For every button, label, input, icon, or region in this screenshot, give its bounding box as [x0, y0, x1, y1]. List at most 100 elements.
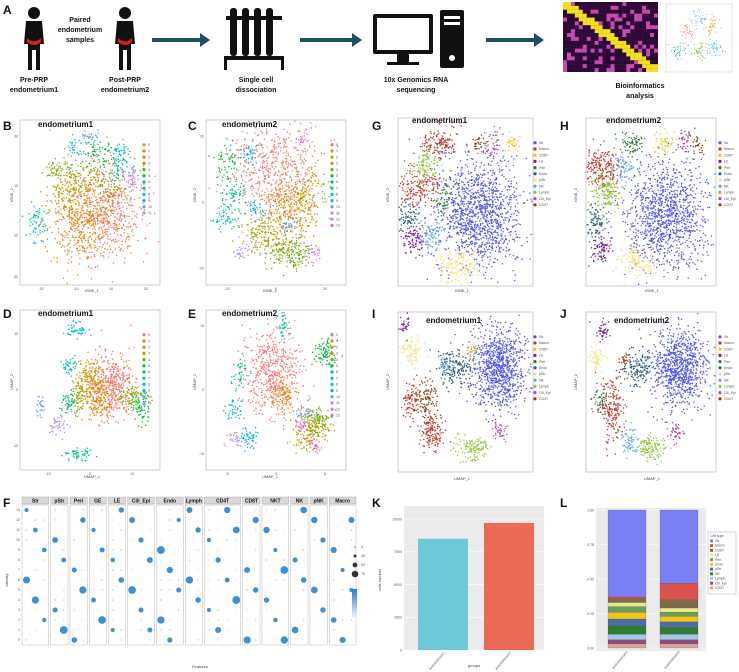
- cell-point: [116, 173, 119, 175]
- heatmap-cell: [594, 33, 599, 37]
- cell-point: [98, 173, 101, 175]
- cell-point: [253, 207, 256, 209]
- heatmap-cell: [614, 37, 619, 41]
- cell-point: [110, 399, 113, 402]
- cell-point: [254, 246, 257, 248]
- thumb-point: [685, 26, 687, 27]
- cell-point: [243, 160, 246, 162]
- cell-point: [241, 130, 244, 133]
- cell-point: [281, 233, 283, 235]
- cell-point: [95, 455, 98, 458]
- cell-point: [288, 197, 290, 199]
- cell-point: [294, 120, 296, 123]
- thumb-point: [684, 31, 686, 33]
- cell-point: [33, 213, 36, 216]
- heatmap-cell: [574, 48, 579, 53]
- cell-point: [304, 181, 307, 183]
- legend-swatch: [330, 211, 334, 215]
- cell-point: [79, 216, 81, 219]
- cell-point: [71, 398, 73, 400]
- cell-point: [304, 129, 307, 132]
- cell-point: [100, 180, 102, 183]
- cell-point: [44, 246, 47, 248]
- cell-point: [67, 361, 69, 364]
- cell-point: [55, 168, 57, 171]
- cell-point: [231, 159, 234, 162]
- cell-point: [267, 243, 269, 245]
- cell-point: [238, 149, 241, 152]
- cell-point: [233, 175, 235, 177]
- cell-point: [128, 403, 130, 405]
- cell-point: [314, 253, 316, 255]
- heatmap-cell: [574, 2, 579, 6]
- cell-point: [128, 239, 130, 241]
- cell-point: [220, 205, 222, 208]
- cell-point: [81, 133, 84, 135]
- cell-point: [145, 391, 148, 394]
- thumb-point: [712, 47, 714, 49]
- cell-point: [113, 232, 116, 234]
- cell-point: [130, 231, 133, 233]
- heatmap-cell: [634, 25, 639, 30]
- cell-point: [102, 195, 104, 197]
- heatmap-cell: [626, 37, 631, 41]
- cell-point: [318, 257, 321, 260]
- cell-point: [107, 142, 110, 144]
- cell-point: [127, 388, 130, 391]
- cell-point: [56, 425, 58, 427]
- cell-point: [229, 192, 231, 194]
- heatmap-cell: [570, 29, 575, 34]
- thumb-point: [713, 44, 715, 46]
- cell-point: [305, 249, 307, 251]
- thumb-point: [686, 28, 688, 30]
- cell-point: [57, 228, 60, 230]
- cell-point: [73, 199, 76, 201]
- cell-point: [108, 381, 110, 384]
- heatmap-cell: [606, 33, 611, 37]
- cell-point: [86, 452, 89, 455]
- cell-point: [232, 200, 234, 202]
- thumb-point: [724, 51, 726, 52]
- cell-point: [137, 398, 140, 401]
- thumb-point: [677, 46, 679, 48]
- cell-point: [281, 164, 283, 167]
- cell-point: [315, 205, 318, 207]
- cell-point: [69, 228, 72, 230]
- cell-point: [122, 384, 125, 387]
- cell-point: [98, 245, 101, 248]
- cell-point: [73, 393, 76, 395]
- cell-point: [104, 393, 106, 396]
- cell-point: [147, 416, 150, 418]
- cell-point: [279, 249, 282, 251]
- cell-point: [276, 227, 278, 229]
- cell-point: [133, 346, 135, 349]
- cell-point: [72, 453, 75, 455]
- cell-point: [81, 459, 84, 462]
- cell-point: [111, 251, 114, 253]
- cell-point: [300, 217, 302, 220]
- heatmap-cell: [630, 21, 635, 26]
- cell-point: [72, 223, 75, 226]
- thumb-point: [699, 20, 701, 22]
- cell-point: [70, 324, 73, 326]
- cell-point: [66, 405, 68, 407]
- cell-point: [256, 134, 259, 137]
- cell-point: [232, 156, 234, 159]
- cell-point: [301, 205, 304, 207]
- cell-point: [238, 226, 241, 228]
- cell-point: [250, 151, 253, 153]
- cell-point: [282, 274, 285, 277]
- cell-point: [102, 254, 104, 257]
- cell-point: [132, 392, 134, 394]
- cell-point: [112, 212, 115, 215]
- thumb-point: [677, 53, 678, 55]
- cell-point: [114, 222, 116, 225]
- cell-point: [290, 159, 292, 161]
- cell-point: [136, 408, 138, 411]
- cell-point: [263, 248, 266, 250]
- cell-point: [306, 140, 308, 143]
- cell-point: [229, 203, 232, 206]
- cell-point: [124, 400, 127, 403]
- thumb-point: [709, 30, 711, 32]
- heatmap-cell: [614, 2, 619, 6]
